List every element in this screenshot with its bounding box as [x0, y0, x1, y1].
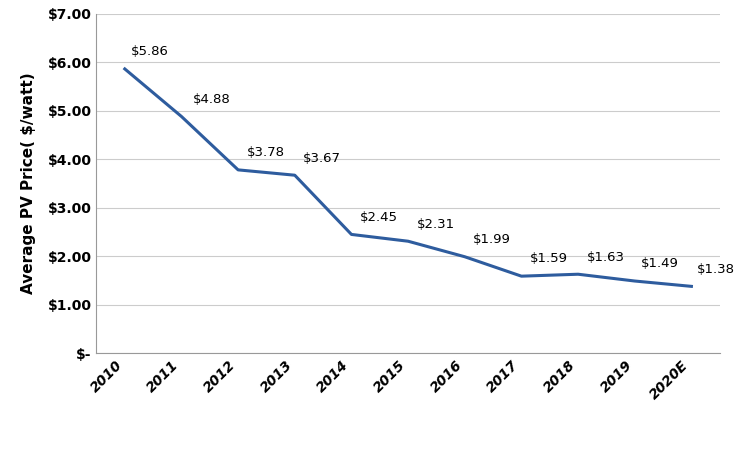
Text: $1.99: $1.99: [473, 233, 511, 246]
Y-axis label: Average PV Price( $/watt): Average PV Price( $/watt): [22, 72, 36, 294]
Text: $2.45: $2.45: [360, 211, 398, 224]
Text: $3.78: $3.78: [246, 146, 285, 159]
Text: $1.49: $1.49: [640, 257, 678, 270]
Text: $4.88: $4.88: [193, 93, 231, 106]
Text: $5.86: $5.86: [131, 45, 168, 58]
Text: $3.67: $3.67: [303, 152, 341, 164]
Text: $1.59: $1.59: [530, 252, 568, 265]
Text: $1.63: $1.63: [587, 251, 625, 264]
Text: $2.31: $2.31: [416, 217, 455, 231]
Text: $1.38: $1.38: [697, 263, 735, 276]
